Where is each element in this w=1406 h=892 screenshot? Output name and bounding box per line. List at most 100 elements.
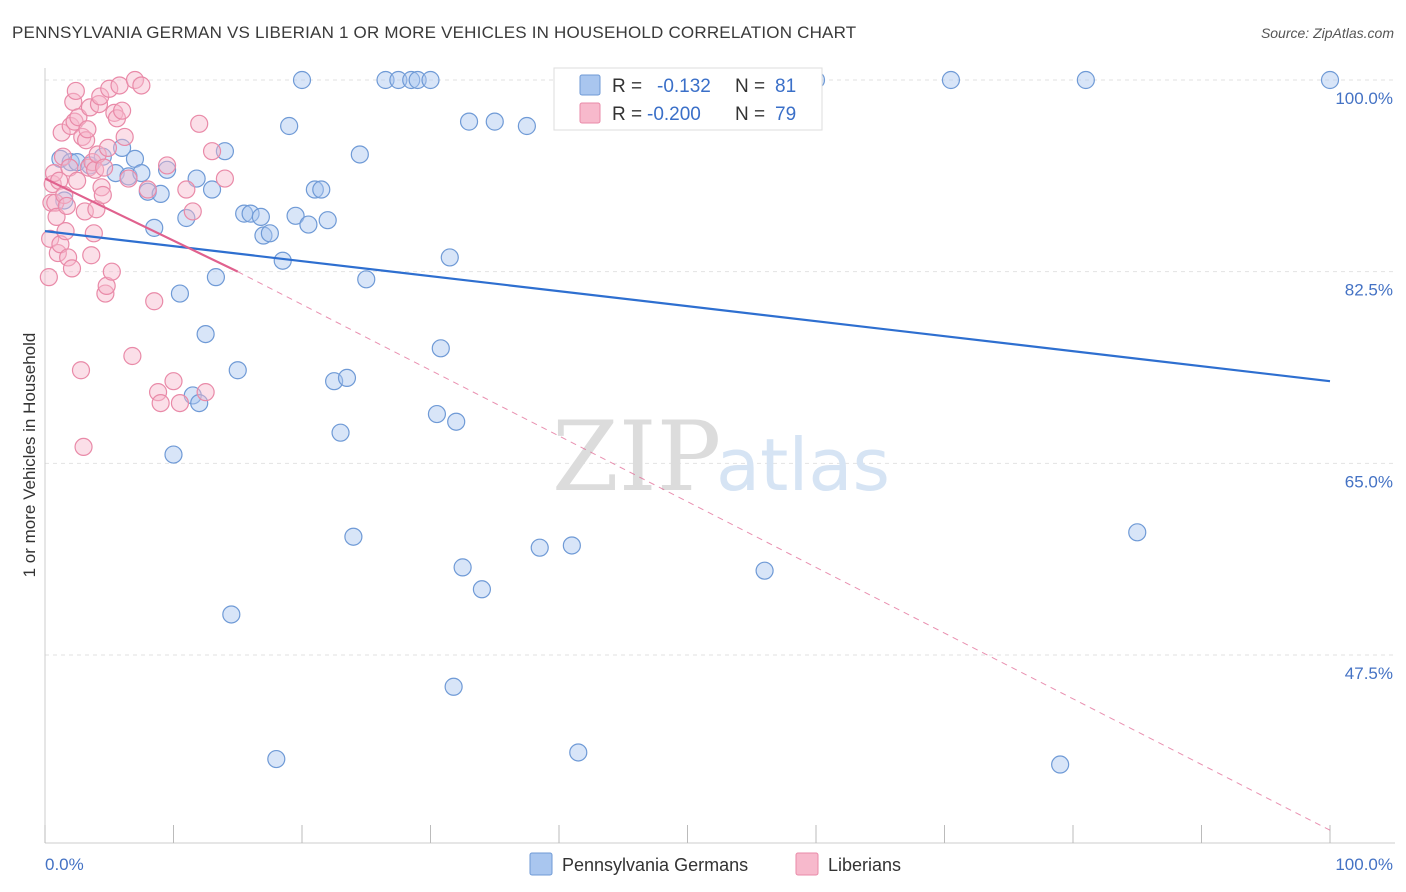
axes	[44, 68, 1395, 844]
point-pennsylvania-germans-23	[206, 268, 226, 287]
watermark: ZIP atlas	[552, 401, 890, 513]
point-liberians-53	[119, 169, 138, 188]
point-liberians-29	[78, 120, 97, 139]
point-liberians-24	[71, 361, 91, 380]
point-liberians-56	[132, 76, 151, 95]
point-liberians-26	[74, 437, 93, 457]
point-pennsylvania-germans-74	[1320, 70, 1340, 90]
legend-n-value-1: 79	[775, 104, 796, 125]
point-pennsylvania-germans-17	[177, 208, 196, 228]
point-pennsylvania-germans-67	[755, 561, 774, 580]
point-pennsylvania-germans-58	[459, 112, 479, 131]
point-liberians-58	[145, 292, 164, 311]
point-liberians-42	[95, 158, 114, 177]
point-liberians-11	[53, 147, 73, 166]
legend-swatch-liberians	[579, 102, 601, 124]
point-pennsylvania-germans-72	[1076, 70, 1095, 90]
y-tick-label-0: 47.5%	[1345, 664, 1393, 683]
point-liberians-41	[93, 185, 112, 205]
point-liberians-13	[56, 222, 75, 241]
point-pennsylvania-germans-32	[267, 749, 286, 769]
point-pennsylvania-germans-43	[337, 368, 357, 388]
stats-legend: R = -0.132 N = 81 R = -0.200 N = 79	[553, 67, 823, 131]
point-liberians-52	[115, 127, 134, 147]
point-liberians-18	[62, 259, 82, 278]
point-liberians-47	[102, 262, 121, 281]
point-liberians-10	[52, 123, 71, 142]
point-liberians-1	[41, 229, 60, 248]
watermark-atlas: atlas	[716, 423, 890, 507]
point-pennsylvania-germans-24	[215, 142, 234, 161]
point-pennsylvania-germans-16	[170, 284, 190, 303]
point-pennsylvania-germans-50	[408, 70, 427, 90]
point-pennsylvania-germans-26	[228, 361, 247, 380]
point-liberians-14	[57, 196, 76, 216]
point-pennsylvania-germans-70	[941, 70, 961, 90]
y-tick-label-2: 82.5%	[1345, 281, 1393, 300]
y-tick-label-3: 100.0%	[1335, 89, 1393, 108]
gridlines	[45, 79, 1395, 656]
x-tick-label-0: 0.0%	[45, 855, 84, 874]
point-pennsylvania-germans-25	[222, 605, 241, 624]
point-pennsylvania-germans-59	[472, 580, 491, 599]
point-pennsylvania-germans-63	[562, 536, 581, 555]
point-pennsylvania-germans-39	[312, 180, 331, 199]
point-pennsylvania-germans-54	[440, 248, 459, 267]
chart-title: PENNSYLVANIA GERMAN VS LIBERIAN 1 OR MOR…	[12, 23, 856, 42]
point-pennsylvania-germans-47	[376, 70, 395, 90]
point-liberians-21	[66, 81, 85, 101]
point-pennsylvania-germans-22	[202, 180, 222, 199]
point-liberians-22	[68, 171, 87, 190]
point-pennsylvania-germans-20	[190, 393, 209, 413]
point-liberians-40	[92, 178, 111, 197]
point-liberians-68	[202, 142, 222, 161]
point-liberians-45	[98, 138, 118, 158]
point-pennsylvania-germans-62	[530, 538, 549, 557]
point-liberians-60	[151, 393, 170, 413]
point-pennsylvania-germans-52	[427, 404, 447, 424]
point-liberians-46	[100, 79, 119, 98]
legend-n-label-0: N =	[735, 76, 765, 97]
legend-n-value-0: 81	[775, 76, 796, 97]
trend-line-1	[44, 177, 239, 273]
point-liberians-0	[39, 268, 58, 287]
y-tick-label-1: 65.0%	[1345, 472, 1393, 491]
legend-n-label-1: N =	[735, 104, 765, 125]
bottom-legend-label-liberians: Liberians	[828, 855, 901, 875]
legend-r-value-1: -0.200	[647, 104, 701, 125]
bottom-legend-swatch-liberians	[795, 852, 819, 876]
point-pennsylvania-germans-55	[444, 677, 463, 696]
point-liberians-61	[157, 156, 177, 175]
point-pennsylvania-germans-36	[292, 70, 312, 90]
point-liberians-44	[97, 276, 116, 296]
x-tick-label-1: 100.0%	[1335, 855, 1393, 874]
point-pennsylvania-germans-71	[1051, 755, 1070, 774]
y-axis-label: 1 or more Vehicles in Household	[20, 333, 39, 578]
point-pennsylvania-germans-57	[453, 558, 472, 577]
point-liberians-62	[164, 372, 183, 391]
point-pennsylvania-germans-31	[260, 224, 279, 243]
point-pennsylvania-germans-15	[164, 445, 183, 464]
point-liberians-67	[196, 383, 215, 402]
point-pennsylvania-germans-28	[241, 204, 260, 223]
point-pennsylvania-germans-29	[251, 207, 270, 227]
point-pennsylvania-germans-48	[389, 70, 408, 90]
point-liberians-57	[138, 180, 157, 199]
point-pennsylvania-germans-46	[357, 270, 376, 289]
point-liberians-32	[82, 246, 101, 265]
point-liberians-63	[170, 393, 190, 413]
point-liberians-50	[110, 76, 129, 95]
tick-labels: 47.5% 65.0% 82.5% 100.0% 0.0% 100.0%	[45, 89, 1393, 874]
legend-r-label-1: R =	[612, 104, 642, 125]
point-liberians-64	[177, 180, 196, 199]
point-liberians-54	[123, 346, 142, 366]
point-pennsylvania-germans-37	[299, 215, 318, 234]
point-liberians-66	[190, 114, 209, 133]
point-pennsylvania-germans-40	[318, 211, 337, 230]
point-pennsylvania-germans-35	[286, 206, 305, 225]
source-credit: Source: ZipAtlas.com	[1261, 25, 1394, 41]
point-pennsylvania-germans-64	[569, 743, 588, 762]
point-pennsylvania-germans-45	[350, 145, 369, 164]
point-pennsylvania-germans-56	[447, 412, 466, 431]
